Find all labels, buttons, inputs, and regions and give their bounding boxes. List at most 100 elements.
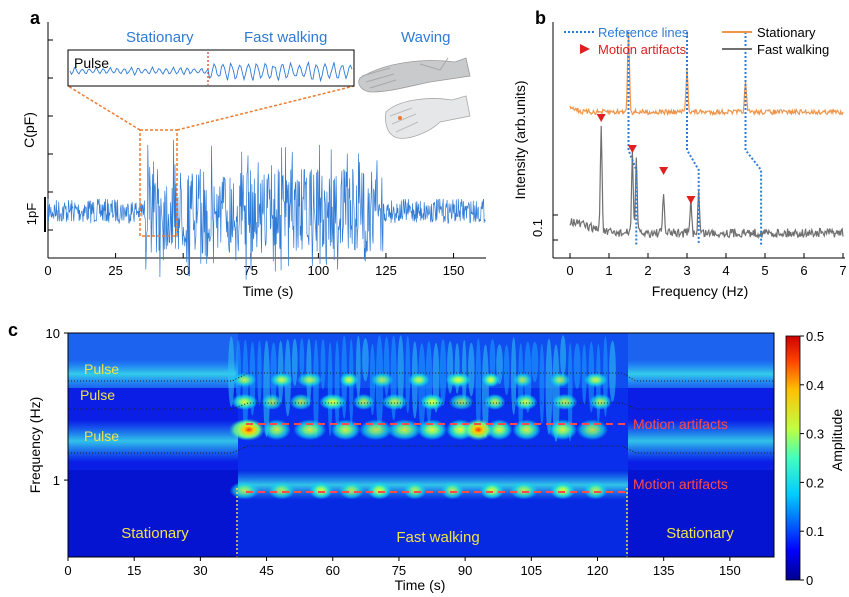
panel-c-hotspot (359, 419, 393, 441)
panel-c-hotspot (463, 418, 494, 441)
panel-c-artifact-label-low: Motion artifacts (633, 476, 728, 492)
panel-c-streak (228, 336, 235, 407)
panel-c-hotspot (408, 372, 430, 388)
panel-b-reference-line (686, 32, 700, 245)
panel-c-hotspot (367, 481, 392, 500)
panel-b-reference-line (627, 32, 638, 245)
panel-b-legend: Reference lines Motion artifacts Station… (564, 25, 829, 57)
panel-a: a 0 25 50 75 100 125 150 Pulse Stationary Fast… (21, 8, 486, 299)
panel-b-motion-artifact-markers (596, 114, 696, 204)
panel-a-inset-pulse-trace (69, 60, 353, 83)
panel-c-streak (496, 344, 503, 385)
panel-c-frame (67, 332, 775, 558)
panel-b-x-label: Frequency (Hz) (652, 283, 748, 299)
panel-c-streak (405, 336, 411, 414)
panel-a-capacitance-trace (47, 139, 486, 280)
panel-c-hotspot (262, 419, 291, 441)
panel-c-colorbar (785, 335, 801, 581)
panel-c-colorbar-tick-label: 0.3 (806, 427, 824, 442)
panel-c-hotspot (449, 393, 474, 410)
panel-a-inset-label: Pulse (74, 55, 109, 71)
panel-c-streak (552, 344, 560, 442)
panel-a-x-tick-label: 125 (375, 263, 397, 278)
panel-c-streak (257, 340, 262, 406)
panel-c-streak (511, 337, 517, 415)
panel-c-streak (235, 340, 242, 407)
panel-a-segment-fast-walking: Fast walking (244, 29, 327, 46)
panel-c-hotspot (512, 419, 541, 441)
panel-b-x-tick-label: 3 (683, 263, 690, 278)
panel-c-hotspot (549, 372, 571, 388)
panel-c-hotspot (509, 481, 539, 500)
panel-c-streak (475, 338, 482, 436)
panel-c-colorbar-tick-label: 0.4 (806, 378, 824, 393)
panel-c-letter: c (8, 320, 18, 340)
panel-c-streak (609, 340, 616, 402)
panel-c-streak (503, 344, 510, 396)
panel-c-hotspot (268, 481, 296, 500)
panel-b-x-tick-label: 4 (722, 263, 729, 278)
panel-c-streak (313, 339, 319, 438)
panel-c-hotspot (330, 419, 361, 441)
panel-c-band-left-low (68, 420, 238, 462)
panel-c-x-tick-label: 135 (653, 563, 675, 578)
panel-c-streak (539, 343, 545, 425)
panel-a-x-tick-label: 25 (108, 263, 122, 278)
panel-c-streak (327, 342, 333, 437)
panel-c-y-label: Frequency (Hz) (27, 397, 43, 493)
panel-c-streak (468, 342, 475, 397)
panel-c-streak (242, 339, 249, 435)
panel-c-region-fast-walking: Fast walking (396, 529, 479, 546)
panel-b-x-tick-label: 1 (605, 263, 612, 278)
panel-c-x-tick-label: 0 (64, 563, 71, 578)
panel-c-hotspot (484, 393, 506, 410)
panel-c-hotspot (547, 419, 578, 441)
panel-a-highlight-window (139, 129, 178, 237)
panel-a-segment-waving: Waving (401, 29, 450, 46)
panel-c-hotspot (479, 481, 505, 500)
panel-c-y-tick-label: 10 (46, 326, 60, 341)
panel-c-hotspot (270, 372, 293, 388)
panel-b-fast-walking-spectrum (569, 125, 844, 240)
panel-c-pulse-label-1: Pulse (84, 361, 119, 377)
panel-c-colorbar-tick-label: 0.2 (806, 475, 824, 490)
legend-stationary: Stationary (757, 25, 816, 40)
panel-b-motion-artifact-marker (659, 167, 669, 175)
panel-c-streak (531, 341, 539, 383)
panel-c-streak (489, 339, 496, 381)
panel-c-hotspot (289, 393, 313, 410)
panel-c-hotspot (229, 481, 260, 500)
panel-c-x-ticks: 0 15 30 45 60 75 90 105 120 135 150 (64, 557, 741, 578)
panel-c-streak (545, 338, 553, 435)
panel-c: c Pulse Pul (8, 320, 845, 593)
panel-c-y-tick-label: 1 (53, 473, 60, 488)
panel-c-hotspot (550, 481, 576, 500)
panel-c-x-tick-label: 90 (458, 563, 472, 578)
panel-c-x-tick-label: 15 (127, 563, 141, 578)
panel-c-hotspot (381, 393, 408, 410)
panel-c-streak (291, 338, 298, 386)
panel-b-motion-artifact-marker (627, 145, 637, 153)
panel-c-colorbar-tick-label: 0 (806, 573, 813, 588)
panel-c-streak (560, 335, 567, 378)
panel-b-x-tick-label: 5 (761, 263, 768, 278)
panel-c-x-tick-label: 120 (587, 563, 609, 578)
panel-c-streak (383, 336, 390, 397)
panel-c-band-right-low (628, 420, 774, 462)
panel-c-x-tick-label: 45 (259, 563, 273, 578)
panel-c-streak (263, 340, 270, 437)
panel-b-stationary-spectrum (569, 32, 844, 117)
panel-c-colorbar-label: Amplitude (829, 409, 845, 471)
panel-c-streak (567, 342, 573, 442)
panel-c-hotspot (339, 372, 359, 388)
panel-c-x-tick-label: 30 (193, 563, 207, 578)
panel-c-hotspot (387, 419, 422, 441)
panel-c-hotspot (352, 393, 375, 410)
panel-c-streak (397, 335, 404, 410)
panel-b-x-tick-label: 2 (644, 263, 651, 278)
panel-c-streak (518, 343, 524, 436)
panel-a-x-tick-label: 150 (443, 263, 465, 278)
panel-b-motion-artifact-marker (596, 114, 606, 122)
panel-a-y-label: C(pF) (21, 112, 37, 148)
